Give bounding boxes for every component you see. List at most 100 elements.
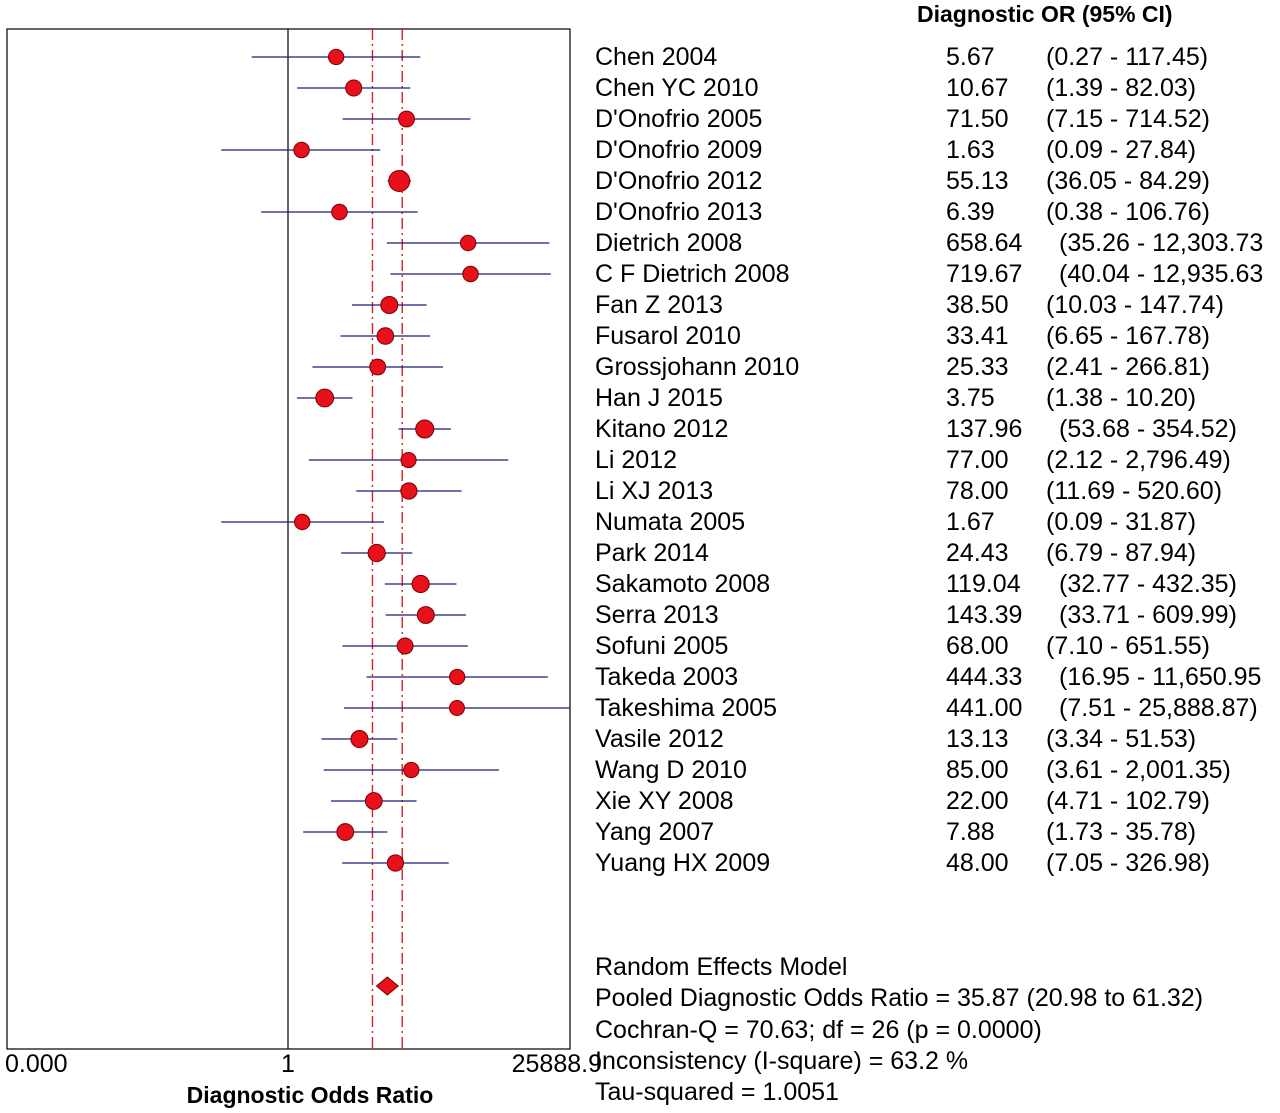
study-point xyxy=(388,170,411,192)
study-name: Chen YC 2010 xyxy=(595,74,759,102)
study-ci: (7.15 - 714.52) xyxy=(1046,105,1210,133)
study-point xyxy=(462,265,479,283)
summary-cochran-q: Cochran-Q = 70.63; df = 26 (p = 0.0000) xyxy=(595,1015,1042,1044)
study-name: Xie XY 2008 xyxy=(595,787,734,815)
study-ci: (6.79 - 87.94) xyxy=(1046,539,1196,567)
study-point xyxy=(350,729,369,749)
study-or: 6.39 xyxy=(946,198,995,226)
study-point xyxy=(345,79,363,97)
study-ci: (6.65 - 167.78) xyxy=(1046,322,1210,350)
study-ci: (3.61 - 2,001.35) xyxy=(1046,756,1231,784)
study-or: 7.88 xyxy=(946,818,995,846)
study-point xyxy=(331,203,348,221)
study-name: Fusarol 2010 xyxy=(595,322,741,350)
study-ci: (11.69 - 520.60) xyxy=(1046,477,1222,505)
study-ci: (7.51 - 25,888.87) xyxy=(1059,694,1258,722)
study-point xyxy=(327,48,345,66)
study-ci: (1.38 - 10.20) xyxy=(1046,384,1196,412)
study-ci: (1.73 - 35.78) xyxy=(1046,818,1196,846)
summary-tau-squared: Tau-squared = 1.0051 xyxy=(595,1078,839,1107)
study-ci: (36.05 - 84.29) xyxy=(1046,167,1210,195)
study-point xyxy=(369,358,387,376)
study-point xyxy=(293,141,310,159)
study-or: 137.96 xyxy=(946,415,1022,443)
study-ci: (7.10 - 651.55) xyxy=(1046,632,1210,660)
study-point xyxy=(336,823,355,841)
study-point xyxy=(403,761,420,779)
study-or: 77.00 xyxy=(946,446,1009,474)
summary-inconsistency: Inconsistency (I-square) = 63.2 % xyxy=(595,1046,969,1075)
study-point xyxy=(396,637,414,655)
study-name: Fan Z 2013 xyxy=(595,291,723,319)
study-name: Serra 2013 xyxy=(595,601,719,629)
study-name: Yang 2007 xyxy=(595,818,714,846)
study-name: C F Dietrich 2008 xyxy=(595,260,790,288)
study-or: 85.00 xyxy=(946,756,1009,784)
study-name: Vasile 2012 xyxy=(595,725,724,753)
study-name: Park 2014 xyxy=(595,539,709,567)
study-point xyxy=(380,295,399,315)
study-name: Grossjohann 2010 xyxy=(595,353,799,381)
study-or: 25.33 xyxy=(946,353,1009,381)
study-name: Wang D 2010 xyxy=(595,756,747,784)
study-name: Kitano 2012 xyxy=(595,415,728,443)
study-point xyxy=(376,327,395,345)
study-or: 71.50 xyxy=(946,105,1009,133)
study-name: Takeshima 2005 xyxy=(595,694,777,722)
study-name: Takeda 2003 xyxy=(595,663,738,691)
summary-pooled-or: Pooled Diagnostic Odds Ratio = 35.87 (20… xyxy=(595,984,1204,1013)
study-or: 441.00 xyxy=(946,694,1022,722)
study-or: 444.33 xyxy=(946,663,1022,691)
study-name: Sakamoto 2008 xyxy=(595,570,770,598)
study-or: 143.39 xyxy=(946,601,1022,629)
study-ci: (7.05 - 326.98) xyxy=(1046,849,1210,877)
study-or: 78.00 xyxy=(946,477,1009,505)
study-or: 119.04 xyxy=(946,570,1021,598)
table-header: Diagnostic OR (95% CI) xyxy=(917,1,1173,27)
study-ci: (16.95 - 11,650.95 xyxy=(1059,663,1261,691)
study-ci: (0.09 - 31.87) xyxy=(1046,508,1196,536)
study-name: Dietrich 2008 xyxy=(595,229,742,257)
study-ci: (2.12 - 2,796.49) xyxy=(1046,446,1231,474)
study-ci: (35.26 - 12,303.73 xyxy=(1059,229,1263,257)
study-table: Chen 2004 5.67 (0.27 - 117.45) Chen YC 2010… xyxy=(595,43,1263,877)
study-name: Chen 2004 xyxy=(595,43,717,71)
study-name: Han J 2015 xyxy=(595,384,723,412)
study-or: 33.41 xyxy=(946,322,1009,350)
study-name: Sofuni 2005 xyxy=(595,632,728,660)
study-or: 10.67 xyxy=(946,74,1009,102)
study-ci: (0.38 - 106.76) xyxy=(1046,198,1210,226)
study-ci: (0.27 - 117.45) xyxy=(1046,43,1208,71)
study-or: 22.00 xyxy=(946,787,1009,815)
study-or: 658.64 xyxy=(946,229,1023,257)
study-ci: (10.03 - 147.74) xyxy=(1046,291,1224,319)
study-ci: (53.68 - 354.52) xyxy=(1059,415,1237,443)
study-name: D'Onofrio 2009 xyxy=(595,136,762,164)
study-ci: (3.34 - 51.53) xyxy=(1046,725,1196,753)
study-or: 13.13 xyxy=(946,725,1009,753)
study-point xyxy=(415,419,435,439)
study-point xyxy=(400,451,417,469)
study-ci: (2.41 - 266.81) xyxy=(1046,353,1210,381)
study-point xyxy=(400,482,418,500)
study-marks xyxy=(221,48,570,872)
study-point xyxy=(398,110,415,128)
study-ci: (1.39 - 82.03) xyxy=(1046,74,1196,102)
study-point xyxy=(449,668,466,686)
study-or: 719.67 xyxy=(946,260,1022,288)
summary-model-title: Random Effects Model xyxy=(595,953,848,981)
study-point xyxy=(315,388,335,408)
study-point xyxy=(386,854,405,872)
study-point xyxy=(459,234,477,252)
study-name: Numata 2005 xyxy=(595,508,745,536)
study-point xyxy=(449,700,465,716)
study-point xyxy=(367,543,386,563)
study-or: 5.67 xyxy=(946,43,995,71)
study-ci: (32.77 - 432.35) xyxy=(1059,570,1237,598)
study-point xyxy=(294,513,311,531)
study-name: D'Onofrio 2013 xyxy=(595,198,762,226)
study-name: D'Onofrio 2012 xyxy=(595,167,762,195)
study-ci: (0.09 - 27.84) xyxy=(1046,136,1196,164)
x-tick-label-min: 0.000 xyxy=(5,1050,68,1078)
